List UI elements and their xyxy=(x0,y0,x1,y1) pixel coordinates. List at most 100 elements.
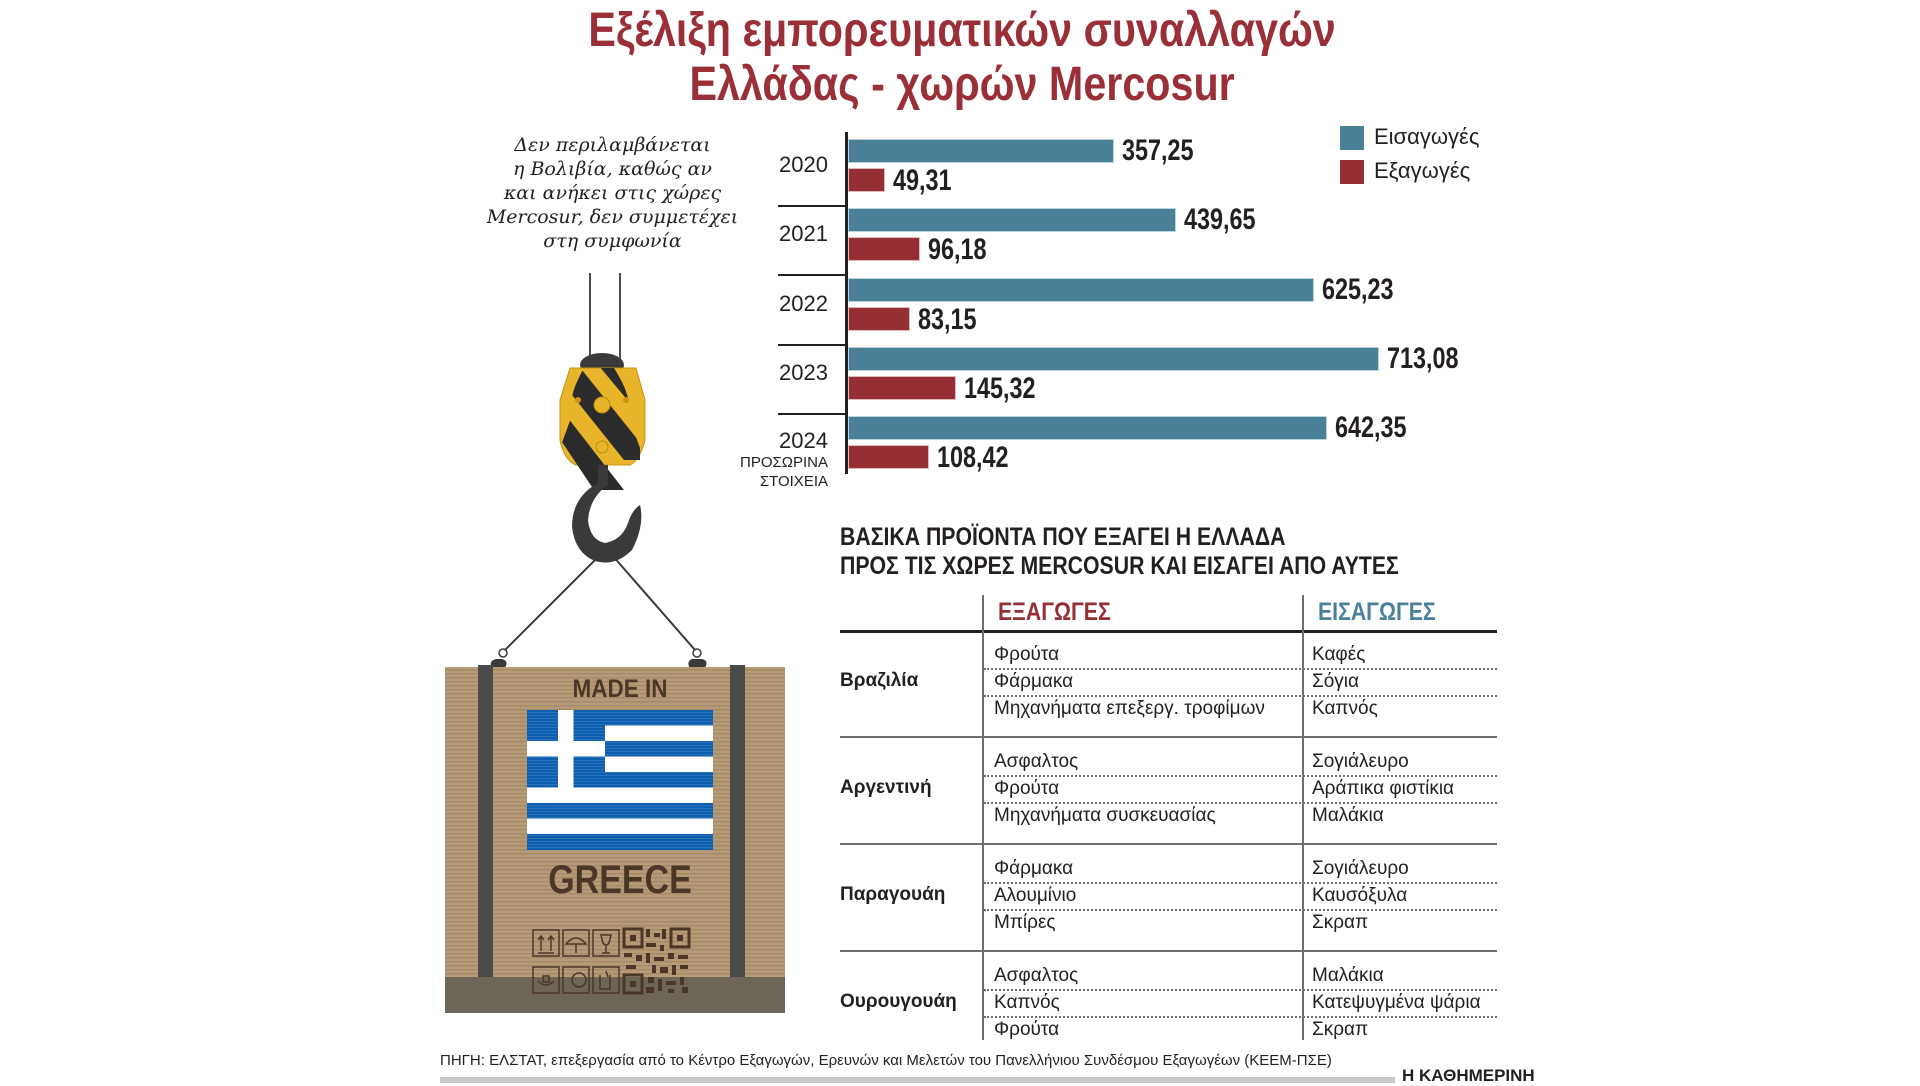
import-item: Μαλάκια xyxy=(1312,965,1384,986)
bar-exports-2024 xyxy=(848,445,929,469)
dotted-divider xyxy=(984,1016,1497,1018)
year-separator xyxy=(778,274,846,276)
crane-hook-icon xyxy=(572,465,642,563)
value-imports-2022: 625,23 xyxy=(1322,273,1394,306)
note-line: και ανήκει στις χώρες xyxy=(503,182,722,204)
table-title-line-1: ΒΑΣΙΚΑ ΠΡΟΪΟΝΤΑ ΠΟΥ ΕΞΑΓΕΙ Η ΕΛΛΑΔΑ xyxy=(840,523,1286,551)
import-item: Καυσόξυλα xyxy=(1312,885,1408,906)
bolivia-note: Δεν περιλαμβάνεται η Βολιβία, καθώς αν κ… xyxy=(470,133,755,253)
greek-flag-icon xyxy=(527,710,713,850)
value-exports-2021: 96,18 xyxy=(928,233,987,266)
dotted-divider xyxy=(984,802,1497,804)
export-item: Φρούτα xyxy=(994,1019,1060,1040)
bar-exports-2020 xyxy=(848,168,885,192)
export-item: Φρούτα xyxy=(994,644,1060,665)
year-label-2022: 2022 xyxy=(779,291,828,316)
year-label-2024: 2024 xyxy=(779,428,828,453)
value-imports-2023: 713,08 xyxy=(1387,342,1459,375)
import-item: Κατεψυγμένα ψάρια xyxy=(1312,992,1481,1013)
chart-title-line-1: Εξέλιξη εμπορευματικών συναλλαγών xyxy=(588,4,1336,57)
bar-imports-2021 xyxy=(848,208,1176,232)
column-divider xyxy=(1302,595,1304,1040)
year-separator xyxy=(778,205,846,207)
source-note: ΠΗΓΗ: ΕΛΣΤΑΤ, επεξεργασία από το Κέντρο … xyxy=(440,1052,1332,1069)
note-line: Δεν περιλαμβάνεται xyxy=(514,134,711,156)
export-item: Φάρμακα xyxy=(994,858,1074,879)
value-exports-2022: 83,15 xyxy=(918,303,977,336)
qr-code-icon xyxy=(622,927,691,995)
bar-exports-2022 xyxy=(848,307,910,331)
value-exports-2020: 49,31 xyxy=(893,164,952,197)
dotted-divider xyxy=(984,668,1497,670)
provisional-label-2: ΣΤΟΙΧΕΙΑ xyxy=(759,473,828,490)
import-item: Καφές xyxy=(1312,644,1366,665)
year-label-2021: 2021 xyxy=(779,221,828,246)
strap xyxy=(730,665,745,977)
table-header-rule xyxy=(840,630,1497,633)
column-divider xyxy=(982,595,984,1040)
note-line: Mercosur, δεν συμμετέχει xyxy=(486,206,739,228)
import-item: Αράπικα φιστίκια xyxy=(1312,778,1455,799)
export-item: Μηχανήματα επεξεργ. τροφίμων xyxy=(994,698,1265,719)
publisher-brand: Η ΚΑΘΗΜΕΡΙΝΗ xyxy=(1402,1066,1535,1085)
export-item: Μηχανήματα συσκευασίας xyxy=(994,805,1216,826)
footer-bar xyxy=(440,1077,1395,1083)
row-rule xyxy=(840,950,1497,952)
import-item: Καπνός xyxy=(1312,698,1378,719)
country-uruguay: Ουρουγουάη xyxy=(840,991,957,1012)
sling-line xyxy=(504,554,601,651)
export-item: Αλουμίνιο xyxy=(994,885,1077,906)
chart-axis xyxy=(845,132,848,474)
dotted-divider xyxy=(984,882,1497,884)
provisional-label: ΠΡΟΣΩΡΙΝΑ xyxy=(739,454,828,471)
bar-imports-2020 xyxy=(848,139,1114,163)
sling-line xyxy=(611,554,696,651)
export-item: Φάρμακα xyxy=(994,671,1074,692)
year-label-2023: 2023 xyxy=(779,360,828,385)
value-imports-2020: 357,25 xyxy=(1122,134,1194,167)
bar-imports-2024 xyxy=(848,416,1327,440)
row-rule xyxy=(840,736,1497,738)
column-header-exports: ΕΞΑΓΩΓΕΣ xyxy=(998,598,1111,626)
export-item: Φρούτα xyxy=(994,778,1060,799)
column-header-imports: ΕΙΣΑΓΩΓΕΣ xyxy=(1318,598,1436,626)
dotted-divider xyxy=(984,989,1497,991)
country-paraguay: Παραγουάη xyxy=(840,884,946,905)
value-exports-2024: 108,42 xyxy=(937,441,1009,474)
chart-title-line-2: Ελλάδας - χωρών Mercosur xyxy=(689,58,1235,111)
handling-icons xyxy=(532,929,620,994)
year-separator xyxy=(778,413,846,415)
dotted-divider xyxy=(984,909,1497,911)
strap xyxy=(478,665,493,977)
bar-imports-2023 xyxy=(848,347,1379,371)
row-rule xyxy=(840,843,1497,845)
country-argentina: Αργεντινή xyxy=(840,777,932,798)
crane-crate-illustration: MADE IN GREECE xyxy=(445,273,785,1013)
note-line: η Βολιβία, καθώς αν xyxy=(513,158,712,180)
export-item: Καπνός xyxy=(994,992,1060,1013)
bar-exports-2023 xyxy=(848,376,956,400)
made-in-label: MADE IN xyxy=(573,675,668,703)
bar-imports-2022 xyxy=(848,278,1314,302)
import-item: Σκραπ xyxy=(1312,1019,1369,1040)
table-title-line-2: ΠΡΟΣ ΤΙΣ ΧΩΡΕΣ MERCOSUR ΚΑΙ ΕΙΣΑΓΕΙ ΑΠΟ … xyxy=(840,552,1399,580)
bar-exports-2021 xyxy=(848,237,920,261)
legend-swatch-exports xyxy=(1340,160,1364,184)
legend-label-imports: Εισαγωγές xyxy=(1374,124,1480,149)
export-item: Ασφαλτος xyxy=(994,965,1079,986)
legend-label-exports: Εξαγωγές xyxy=(1374,158,1471,183)
value-exports-2023: 145,32 xyxy=(964,372,1036,405)
dotted-divider xyxy=(984,775,1497,777)
import-item: Σογιάλευρο xyxy=(1312,751,1409,772)
year-label-2020: 2020 xyxy=(779,152,828,177)
country-brazil: Βραζιλία xyxy=(840,670,919,691)
value-imports-2021: 439,65 xyxy=(1184,203,1256,236)
year-separator xyxy=(778,344,846,346)
export-item: Ασφαλτος xyxy=(994,751,1079,772)
dotted-divider xyxy=(984,695,1497,697)
import-item: Σόγια xyxy=(1312,671,1360,692)
note-line: στη συμφωνία xyxy=(543,230,682,252)
export-item: Μπίρες xyxy=(994,912,1056,933)
legend-swatch-imports xyxy=(1340,126,1364,150)
import-item: Μαλάκια xyxy=(1312,805,1384,826)
